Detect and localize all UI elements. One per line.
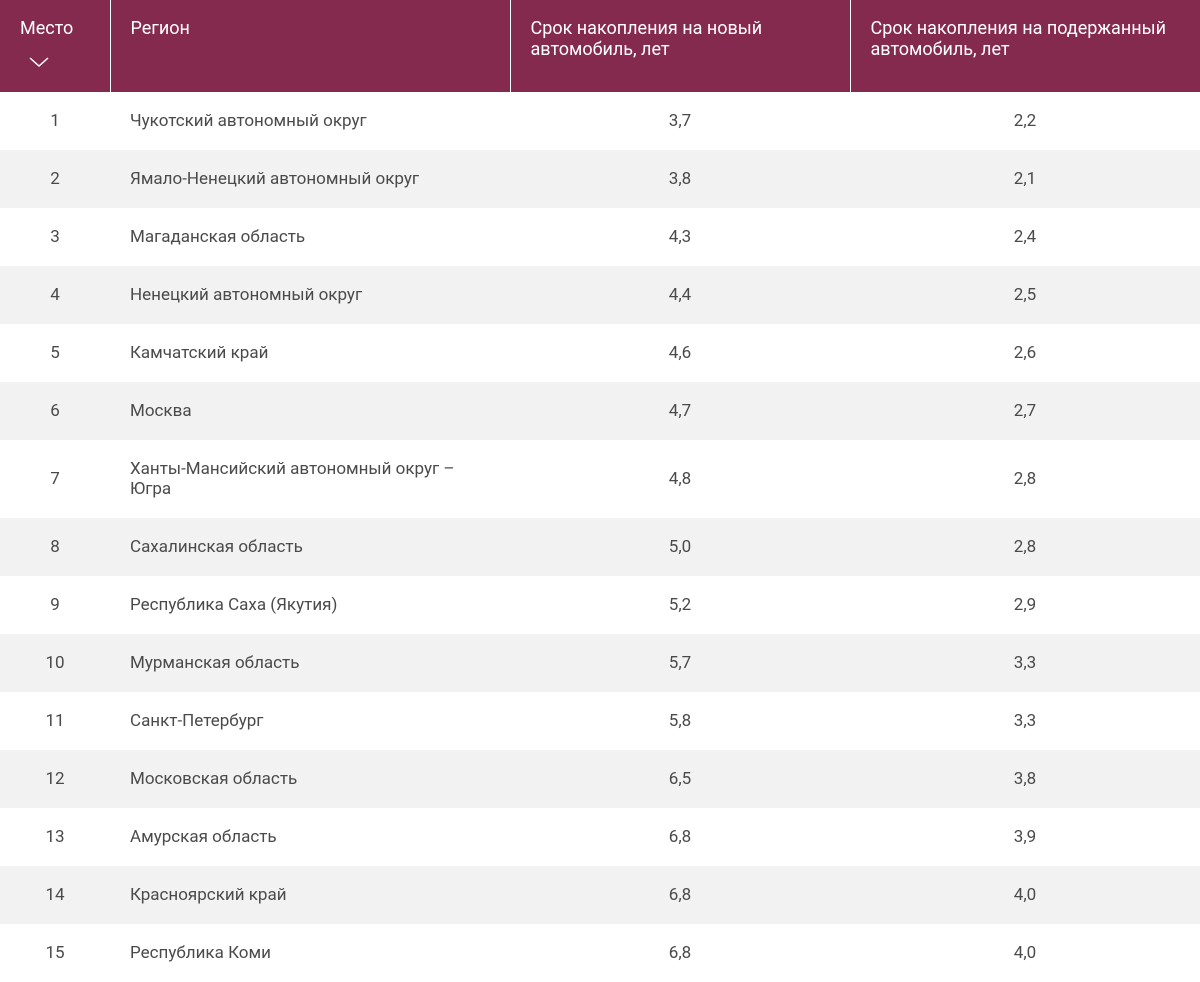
cell-rank: 9 [0, 576, 110, 634]
column-header-region[interactable]: Регион [110, 0, 510, 92]
cell-rank: 8 [0, 518, 110, 576]
cell-new-car-years: 3,7 [510, 92, 850, 150]
cell-new-car-years: 5,2 [510, 576, 850, 634]
table-row: 6Москва4,72,7 [0, 382, 1200, 440]
cell-new-car-years: 6,5 [510, 750, 850, 808]
cell-rank: 13 [0, 808, 110, 866]
column-header-rank[interactable]: Место [0, 0, 110, 92]
cell-used-car-years: 3,3 [850, 692, 1200, 750]
column-header-region-label: Регион [131, 18, 190, 39]
cell-region: Республика Коми [110, 924, 510, 982]
table-row: 2Ямало-Ненецкий автономный округ3,82,1 [0, 150, 1200, 208]
column-header-rank-label: Место [20, 18, 73, 39]
table-row: 12Московская область6,53,8 [0, 750, 1200, 808]
cell-new-car-years: 4,6 [510, 324, 850, 382]
cell-rank: 14 [0, 866, 110, 924]
cell-new-car-years: 6,8 [510, 866, 850, 924]
cell-used-car-years: 2,5 [850, 266, 1200, 324]
cell-used-car-years: 2,7 [850, 382, 1200, 440]
cell-used-car-years: 2,8 [850, 440, 1200, 518]
cell-used-car-years: 3,8 [850, 750, 1200, 808]
table-row: 15Республика Коми6,84,0 [0, 924, 1200, 982]
regions-table: Место Регион Срок накопления на новый ав… [0, 0, 1200, 982]
table-row: 8Сахалинская область5,02,8 [0, 518, 1200, 576]
cell-rank: 12 [0, 750, 110, 808]
cell-rank: 11 [0, 692, 110, 750]
cell-rank: 1 [0, 92, 110, 150]
cell-region: Камчатский край [110, 324, 510, 382]
cell-used-car-years: 2,4 [850, 208, 1200, 266]
cell-new-car-years: 3,8 [510, 150, 850, 208]
column-header-used-car[interactable]: Срок накопления на подержанный автомобил… [850, 0, 1200, 92]
cell-rank: 3 [0, 208, 110, 266]
table-row: 9Республика Саха (Якутия)5,22,9 [0, 576, 1200, 634]
cell-region: Ненецкий автономный округ [110, 266, 510, 324]
table-header: Место Регион Срок накопления на новый ав… [0, 0, 1200, 92]
cell-used-car-years: 4,0 [850, 924, 1200, 982]
cell-new-car-years: 4,4 [510, 266, 850, 324]
table-row: 5Камчатский край4,62,6 [0, 324, 1200, 382]
cell-new-car-years: 4,3 [510, 208, 850, 266]
cell-used-car-years: 3,9 [850, 808, 1200, 866]
cell-region: Чукотский автономный округ [110, 92, 510, 150]
cell-region: Ханты-Мансийский автономный округ – Югра [110, 440, 510, 518]
cell-rank: 10 [0, 634, 110, 692]
cell-used-car-years: 2,9 [850, 576, 1200, 634]
cell-new-car-years: 6,8 [510, 924, 850, 982]
column-header-new-car[interactable]: Срок накопления на новый автомобиль, лет [510, 0, 850, 92]
cell-used-car-years: 2,1 [850, 150, 1200, 208]
cell-region: Магаданская область [110, 208, 510, 266]
cell-rank: 2 [0, 150, 110, 208]
cell-region: Ямало-Ненецкий автономный округ [110, 150, 510, 208]
table-row: 11Санкт-Петербург5,83,3 [0, 692, 1200, 750]
table-row: 10Мурманская область5,73,3 [0, 634, 1200, 692]
cell-region: Республика Саха (Якутия) [110, 576, 510, 634]
cell-new-car-years: 5,7 [510, 634, 850, 692]
table-body: 1Чукотский автономный округ3,72,22Ямало-… [0, 92, 1200, 982]
cell-used-car-years: 3,3 [850, 634, 1200, 692]
table-row: 13Амурская область6,83,9 [0, 808, 1200, 866]
cell-region: Московская область [110, 750, 510, 808]
table-row: 1Чукотский автономный округ3,72,2 [0, 92, 1200, 150]
cell-region: Красноярский край [110, 866, 510, 924]
cell-rank: 4 [0, 266, 110, 324]
cell-rank: 7 [0, 440, 110, 518]
cell-new-car-years: 4,8 [510, 440, 850, 518]
cell-new-car-years: 5,0 [510, 518, 850, 576]
table-row: 7Ханты-Мансийский автономный округ – Югр… [0, 440, 1200, 518]
cell-used-car-years: 2,2 [850, 92, 1200, 150]
cell-rank: 15 [0, 924, 110, 982]
column-header-new-car-label: Срок накопления на новый автомобиль, лет [531, 18, 763, 60]
cell-region: Сахалинская область [110, 518, 510, 576]
cell-used-car-years: 4,0 [850, 866, 1200, 924]
cell-region: Москва [110, 382, 510, 440]
sort-descending-icon[interactable] [28, 53, 90, 74]
cell-region: Санкт-Петербург [110, 692, 510, 750]
table-row: 4Ненецкий автономный округ4,42,5 [0, 266, 1200, 324]
table-row: 3Магаданская область4,32,4 [0, 208, 1200, 266]
cell-rank: 6 [0, 382, 110, 440]
cell-used-car-years: 2,8 [850, 518, 1200, 576]
cell-used-car-years: 2,6 [850, 324, 1200, 382]
cell-region: Мурманская область [110, 634, 510, 692]
table-row: 14Красноярский край6,84,0 [0, 866, 1200, 924]
cell-new-car-years: 5,8 [510, 692, 850, 750]
cell-rank: 5 [0, 324, 110, 382]
column-header-used-car-label: Срок накопления на подержанный автомобил… [871, 18, 1166, 60]
cell-new-car-years: 6,8 [510, 808, 850, 866]
cell-region: Амурская область [110, 808, 510, 866]
cell-new-car-years: 4,7 [510, 382, 850, 440]
